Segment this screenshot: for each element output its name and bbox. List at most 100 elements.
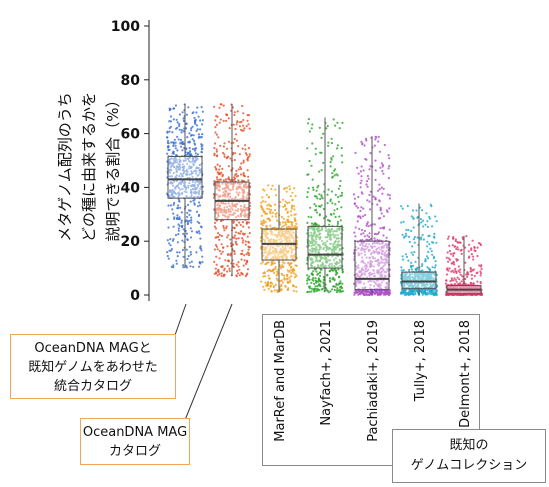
data-point: [388, 194, 391, 197]
data-point: [190, 188, 193, 192]
data-point: [270, 257, 273, 260]
data-point: [306, 147, 309, 150]
jitter-points: [166, 103, 483, 297]
data-point: [266, 207, 269, 210]
data-point: [185, 248, 188, 251]
data-point: [182, 266, 185, 269]
data-point: [432, 278, 435, 281]
data-point: [313, 203, 316, 206]
data-point: [187, 106, 190, 109]
data-point: [312, 276, 315, 280]
data-point: [216, 248, 219, 251]
data-point: [329, 242, 332, 245]
data-point: [295, 285, 298, 289]
data-point: [387, 167, 390, 170]
data-point: [332, 155, 335, 158]
data-point: [290, 223, 293, 226]
data-point: [359, 215, 362, 218]
data-point: [276, 236, 279, 239]
data-point: [213, 154, 216, 157]
data-point: [430, 250, 433, 253]
data-point: [423, 275, 427, 278]
data-point: [476, 271, 479, 274]
data-point: [166, 136, 169, 139]
data-point: [408, 274, 412, 277]
callout-lines: [173, 303, 233, 421]
data-point: [337, 243, 340, 246]
data-point: [329, 165, 332, 168]
data-point: [445, 256, 448, 259]
data-point: [307, 285, 310, 288]
data-point: [315, 270, 318, 273]
data-point: [194, 172, 198, 175]
data-point: [425, 212, 428, 215]
data-point: [176, 217, 179, 220]
data-point: [373, 272, 376, 275]
data-point: [242, 239, 245, 242]
data-point: [378, 282, 381, 285]
data-point: [381, 249, 384, 252]
data-point: [266, 204, 269, 207]
data-point: [171, 184, 174, 187]
data-point: [276, 251, 279, 254]
data-point: [166, 254, 169, 258]
data-point: [192, 188, 195, 191]
data-point: [473, 246, 476, 249]
data-point: [221, 175, 224, 178]
data-point: [196, 191, 199, 194]
data-point: [339, 219, 342, 222]
data-point: [373, 144, 376, 147]
data-point: [415, 209, 418, 212]
data-point: [404, 275, 407, 278]
data-point: [328, 264, 331, 267]
data-point: [314, 279, 317, 282]
data-point: [307, 268, 310, 271]
data-point: [246, 207, 249, 210]
data-point: [229, 195, 232, 198]
data-point: [371, 245, 374, 248]
data-point: [215, 115, 218, 118]
data-point: [221, 167, 224, 170]
data-point: [371, 260, 374, 264]
data-point: [277, 231, 280, 234]
data-point: [325, 260, 328, 263]
data-point: [379, 217, 382, 220]
data-point: [244, 240, 247, 243]
data-point: [359, 209, 362, 213]
data-point: [400, 205, 403, 208]
data-point: [229, 252, 232, 255]
data-point: [168, 162, 171, 165]
data-point: [280, 237, 283, 240]
data-point: [472, 268, 475, 271]
data-point: [178, 200, 181, 203]
data-point: [181, 129, 184, 132]
data-point: [290, 275, 293, 278]
data-point: [173, 107, 176, 110]
data-point: [433, 255, 436, 258]
data-point: [286, 269, 289, 272]
data-point: [197, 173, 200, 176]
data-point: [217, 208, 220, 211]
data-point: [237, 208, 240, 211]
data-point: [185, 264, 188, 267]
data-point: [377, 259, 380, 262]
x-tick-label: Tully+, 2018: [413, 320, 428, 402]
data-point: [432, 241, 435, 244]
data-point: [180, 211, 183, 214]
data-point: [213, 260, 216, 263]
data-point: [332, 259, 336, 262]
data-point: [314, 153, 317, 156]
data-point: [368, 193, 371, 197]
data-point: [169, 182, 173, 185]
data-point: [355, 205, 358, 208]
data-point: [453, 277, 456, 280]
data-point: [199, 119, 202, 122]
data-point: [336, 222, 339, 225]
data-point: [176, 121, 179, 124]
data-point: [220, 252, 223, 255]
data-point: [187, 203, 190, 206]
data-point: [216, 216, 219, 220]
data-point: [364, 213, 367, 217]
data-point: [169, 244, 172, 247]
data-point: [308, 130, 311, 133]
